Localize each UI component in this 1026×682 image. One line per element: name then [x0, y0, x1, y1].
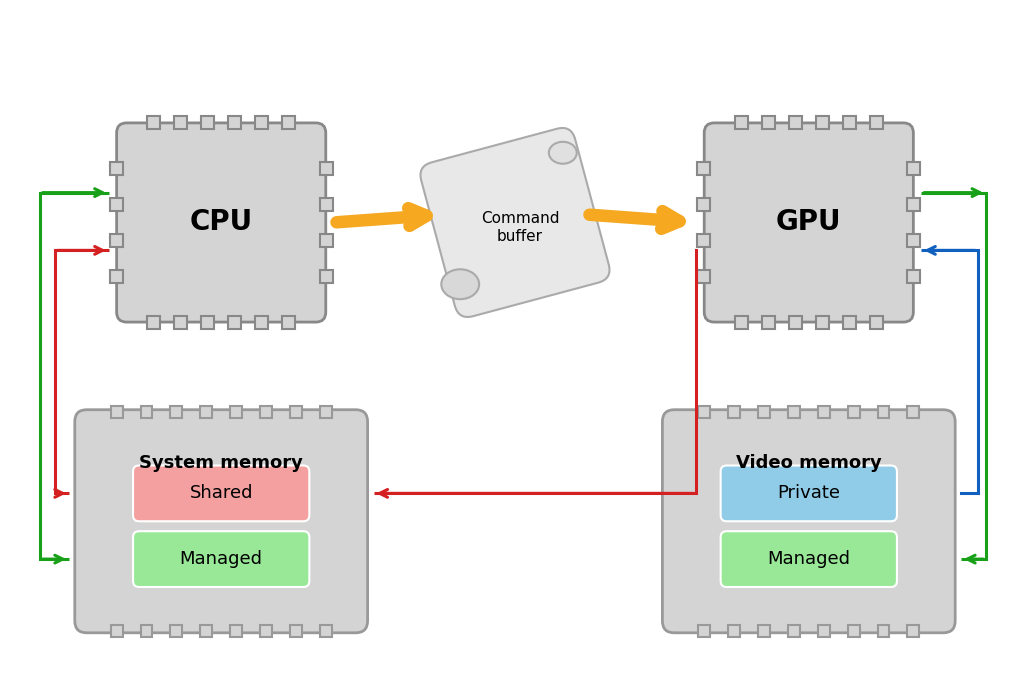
FancyBboxPatch shape [663, 410, 955, 633]
Text: System memory: System memory [140, 454, 303, 471]
Bar [201, 116, 214, 129]
Bar [320, 270, 332, 283]
FancyBboxPatch shape [133, 531, 309, 587]
Bar [290, 406, 302, 417]
Bar [761, 116, 775, 129]
Bar [200, 406, 212, 417]
Bar [147, 316, 160, 329]
FancyBboxPatch shape [133, 466, 309, 521]
Bar [907, 234, 920, 247]
Text: Video memory: Video memory [736, 454, 881, 471]
Bar [818, 625, 830, 637]
Bar [789, 316, 801, 329]
Bar [174, 116, 187, 129]
Bar [260, 406, 272, 417]
Bar [320, 234, 332, 247]
Bar [877, 406, 890, 417]
Bar [907, 625, 919, 637]
Bar [758, 625, 770, 637]
Text: Managed: Managed [180, 550, 263, 568]
Text: Private: Private [778, 484, 840, 503]
Bar [228, 316, 241, 329]
Bar [170, 406, 183, 417]
Bar [699, 406, 710, 417]
Bar [847, 406, 860, 417]
Bar [110, 198, 122, 211]
Bar [789, 116, 801, 129]
Bar [228, 116, 241, 129]
Bar [698, 162, 710, 175]
Bar [816, 116, 829, 129]
Bar [728, 625, 740, 637]
Bar [200, 625, 212, 637]
Bar [847, 625, 860, 637]
Bar [788, 625, 800, 637]
Bar [320, 198, 332, 211]
Text: CPU: CPU [190, 209, 252, 237]
Bar [699, 625, 710, 637]
FancyBboxPatch shape [720, 466, 897, 521]
Bar [170, 625, 183, 637]
Bar [735, 316, 748, 329]
Bar [907, 198, 920, 211]
Bar [282, 116, 295, 129]
Bar [735, 116, 748, 129]
Bar [147, 116, 160, 129]
Text: Managed: Managed [767, 550, 851, 568]
Bar [201, 316, 214, 329]
FancyBboxPatch shape [421, 128, 609, 317]
Ellipse shape [441, 269, 479, 299]
Bar [260, 625, 272, 637]
Bar [698, 270, 710, 283]
FancyBboxPatch shape [720, 531, 897, 587]
Bar [698, 234, 710, 247]
Bar [174, 316, 187, 329]
Bar [110, 270, 122, 283]
Bar [870, 116, 882, 129]
Bar [870, 316, 882, 329]
Text: Shared: Shared [190, 484, 253, 503]
Bar [320, 406, 331, 417]
FancyBboxPatch shape [117, 123, 326, 322]
Bar [110, 162, 122, 175]
Bar [816, 316, 829, 329]
Bar [728, 406, 740, 417]
Bar [290, 625, 302, 637]
Bar [907, 270, 920, 283]
Bar [843, 316, 856, 329]
Bar [255, 316, 268, 329]
Text: GPU: GPU [776, 209, 841, 237]
Bar [818, 406, 830, 417]
Bar [788, 406, 800, 417]
Bar [111, 406, 122, 417]
Bar [255, 116, 268, 129]
Bar [141, 625, 153, 637]
Bar [698, 198, 710, 211]
Bar [230, 406, 242, 417]
Bar [843, 116, 856, 129]
Bar [907, 162, 920, 175]
Text: Command
buffer: Command buffer [481, 211, 559, 243]
Bar [907, 406, 919, 417]
Bar [110, 234, 122, 247]
FancyBboxPatch shape [75, 410, 367, 633]
Bar [282, 316, 295, 329]
Bar [320, 162, 332, 175]
Ellipse shape [549, 142, 577, 164]
Bar [320, 625, 331, 637]
FancyBboxPatch shape [704, 123, 913, 322]
Bar [877, 625, 890, 637]
Bar [230, 625, 242, 637]
Bar [761, 316, 775, 329]
Bar [758, 406, 770, 417]
Bar [111, 625, 122, 637]
Bar [141, 406, 153, 417]
